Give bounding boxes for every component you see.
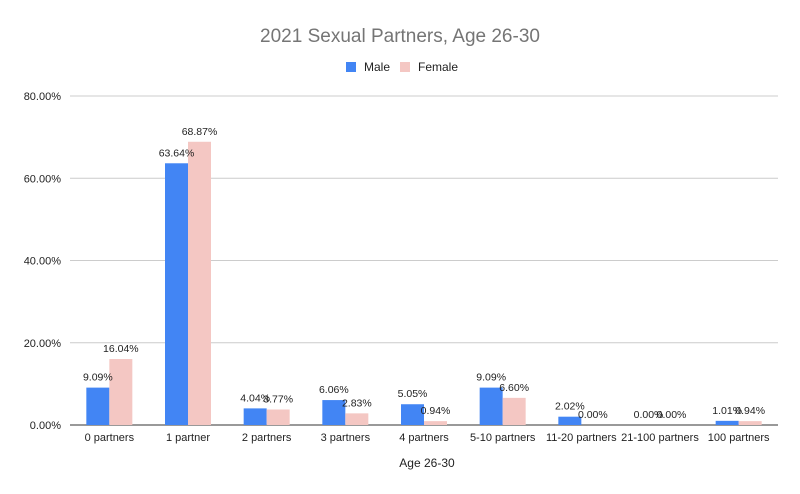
x-tick-label: 100 partners <box>708 432 770 444</box>
bar-female <box>502 397 526 425</box>
x-tick-label: 2 partners <box>242 432 292 444</box>
x-tick-label: 3 partners <box>321 432 371 444</box>
data-label: 0.94% <box>735 405 765 417</box>
bar-female <box>188 141 211 425</box>
bar-female <box>109 359 133 425</box>
data-label: 2.83% <box>342 397 372 409</box>
data-label: 63.64% <box>159 147 195 159</box>
legend-swatch-male <box>346 62 356 72</box>
legend-label-female: Female <box>418 60 458 74</box>
data-label: 2.02% <box>555 401 585 413</box>
y-tick-label: 0.00% <box>30 420 61 432</box>
data-label: 6.60% <box>499 382 529 394</box>
legend: Male Female <box>346 60 458 74</box>
bar-male <box>715 420 739 425</box>
bar-male <box>86 387 110 425</box>
y-tick-label: 80.00% <box>24 91 62 103</box>
data-label: 9.09% <box>476 372 506 384</box>
y-tick-label: 40.00% <box>24 256 62 268</box>
data-label: 0.00% <box>578 409 608 421</box>
y-axis: 0.00% 20.00% 40.00% 60.00% 80.00% <box>24 91 62 432</box>
x-tick-label: 0 partners <box>85 432 135 444</box>
bar-male <box>401 404 424 425</box>
legend-swatch-female <box>400 62 410 72</box>
x-tick-label: 21-100 partners <box>621 432 699 444</box>
legend-label-male: Male <box>364 60 390 74</box>
x-axis-title: Age 26-30 <box>399 456 455 470</box>
x-tick-label: 4 partners <box>399 432 449 444</box>
data-label: 4.04% <box>240 392 270 404</box>
data-label: 9.09% <box>83 372 113 384</box>
bar-male <box>165 163 188 425</box>
bar-female <box>266 409 290 425</box>
x-axis: 0 partners 1 partner 2 partners 3 partners 4… <box>85 432 770 444</box>
bar-male <box>479 387 503 425</box>
data-label: 16.04% <box>103 343 139 355</box>
data-label: 3.77% <box>263 393 293 405</box>
bar-male <box>243 408 267 425</box>
bars <box>86 141 762 425</box>
chart-title: 2021 Sexual Partners, Age 26-30 <box>260 26 540 47</box>
data-label: 1.01% <box>712 405 742 417</box>
bar-female <box>345 413 369 425</box>
bar-female <box>424 421 447 425</box>
bar-male <box>558 416 582 425</box>
y-tick-label: 20.00% <box>24 338 62 350</box>
data-label: 5.05% <box>398 388 428 400</box>
data-labels: 9.09%16.04%63.64%68.87%4.04%3.77%6.06%2.… <box>83 126 765 421</box>
x-tick-label: 11-20 partners <box>546 432 617 444</box>
data-label: 0.94% <box>421 405 451 417</box>
data-label: 0.00% <box>657 409 687 421</box>
data-label: 6.06% <box>319 384 349 396</box>
y-tick-label: 60.00% <box>24 173 62 185</box>
bar-female <box>738 421 762 425</box>
x-tick-label: 1 partner <box>166 432 210 444</box>
bar-male <box>322 400 346 425</box>
x-tick-label: 5-10 partners <box>470 432 536 444</box>
data-label: 68.87% <box>182 126 218 138</box>
data-label: 0.00% <box>634 409 664 421</box>
